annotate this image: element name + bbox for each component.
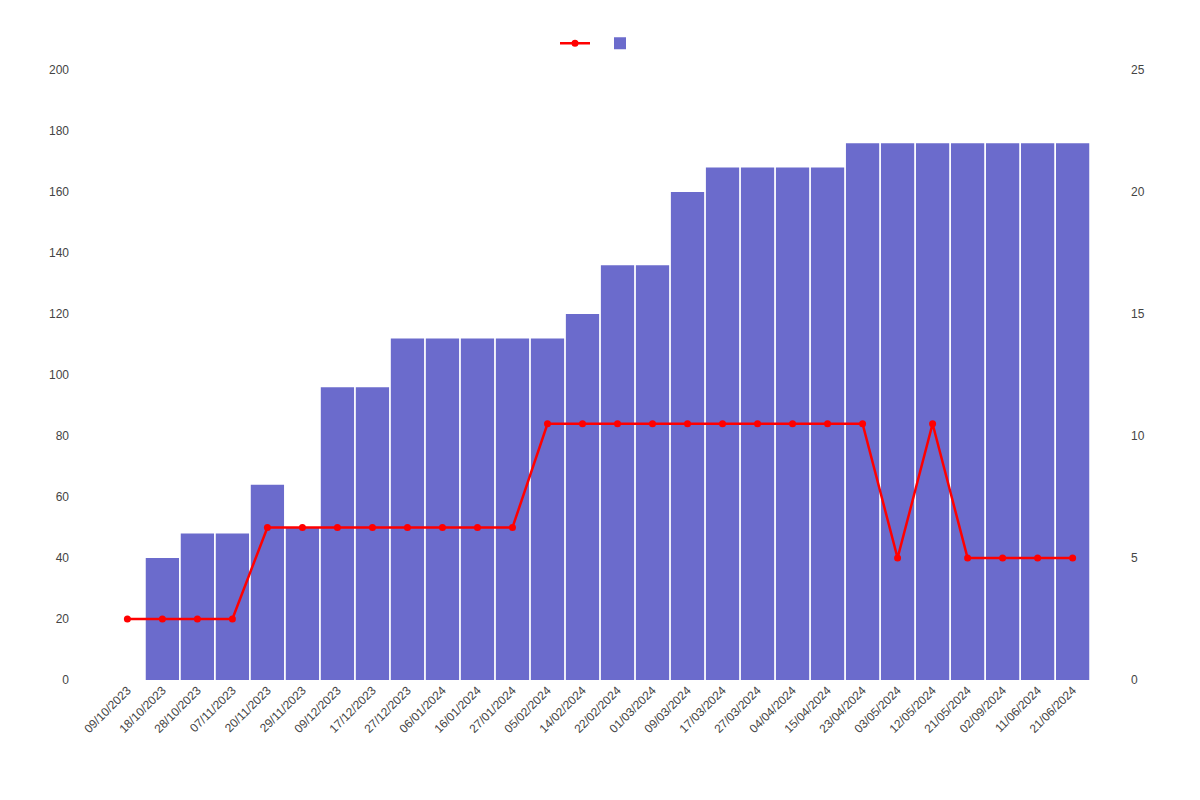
svg-text:12/05/2024: 12/05/2024	[887, 683, 940, 736]
svg-text:20/11/2023: 20/11/2023	[222, 683, 274, 735]
svg-text:21/06/2024: 21/06/2024	[1027, 683, 1080, 736]
svg-text:05/02/2024: 05/02/2024	[501, 683, 554, 736]
svg-text:16/01/2024: 16/01/2024	[431, 683, 484, 736]
svg-text:60: 60	[56, 490, 70, 504]
svg-text:27/12/2023: 27/12/2023	[361, 683, 414, 736]
svg-text:25: 25	[1131, 63, 1145, 77]
svg-text:14/02/2024: 14/02/2024	[536, 683, 589, 736]
svg-text:04/04/2024: 04/04/2024	[747, 683, 800, 736]
svg-text:09/12/2023: 09/12/2023	[291, 683, 344, 736]
svg-text:0: 0	[62, 673, 69, 687]
svg-text:27/03/2024: 27/03/2024	[712, 683, 765, 736]
svg-text:23/04/2024: 23/04/2024	[817, 683, 870, 736]
svg-text:22/02/2024: 22/02/2024	[571, 683, 624, 736]
svg-text:07/11/2023: 07/11/2023	[187, 683, 239, 735]
svg-text:200: 200	[49, 63, 69, 77]
svg-text:27/01/2024: 27/01/2024	[466, 683, 519, 736]
svg-text:06/01/2024: 06/01/2024	[396, 683, 449, 736]
svg-text:160: 160	[49, 185, 69, 199]
svg-text:20: 20	[1131, 185, 1145, 199]
svg-text:40: 40	[56, 551, 70, 565]
svg-text:18/10/2023: 18/10/2023	[116, 683, 169, 736]
svg-text:80: 80	[56, 429, 70, 443]
svg-text:29/11/2023: 29/11/2023	[257, 683, 309, 735]
svg-text:120: 120	[49, 307, 69, 321]
svg-text:09/03/2024: 09/03/2024	[642, 683, 695, 736]
svg-text:01/03/2024: 01/03/2024	[607, 683, 660, 736]
svg-text:100: 100	[49, 368, 69, 382]
svg-text:28/10/2023: 28/10/2023	[151, 683, 204, 736]
svg-text:17/03/2024: 17/03/2024	[677, 683, 730, 736]
svg-text:15: 15	[1131, 307, 1145, 321]
svg-text:20: 20	[56, 612, 70, 626]
svg-text:15/04/2024: 15/04/2024	[782, 683, 835, 736]
svg-text:5: 5	[1131, 551, 1138, 565]
svg-text:03/05/2024: 03/05/2024	[852, 683, 905, 736]
svg-text:17/12/2023: 17/12/2023	[326, 683, 379, 736]
svg-text:02/09/2024: 02/09/2024	[957, 683, 1010, 736]
svg-text:09/10/2023: 09/10/2023	[81, 683, 134, 736]
svg-text:11/06/2024: 11/06/2024	[992, 683, 1044, 735]
svg-text:10: 10	[1131, 429, 1145, 443]
svg-text:21/05/2024: 21/05/2024	[922, 683, 975, 736]
svg-text:140: 140	[49, 246, 69, 260]
svg-text:0: 0	[1131, 673, 1138, 687]
svg-text:180: 180	[49, 124, 69, 138]
